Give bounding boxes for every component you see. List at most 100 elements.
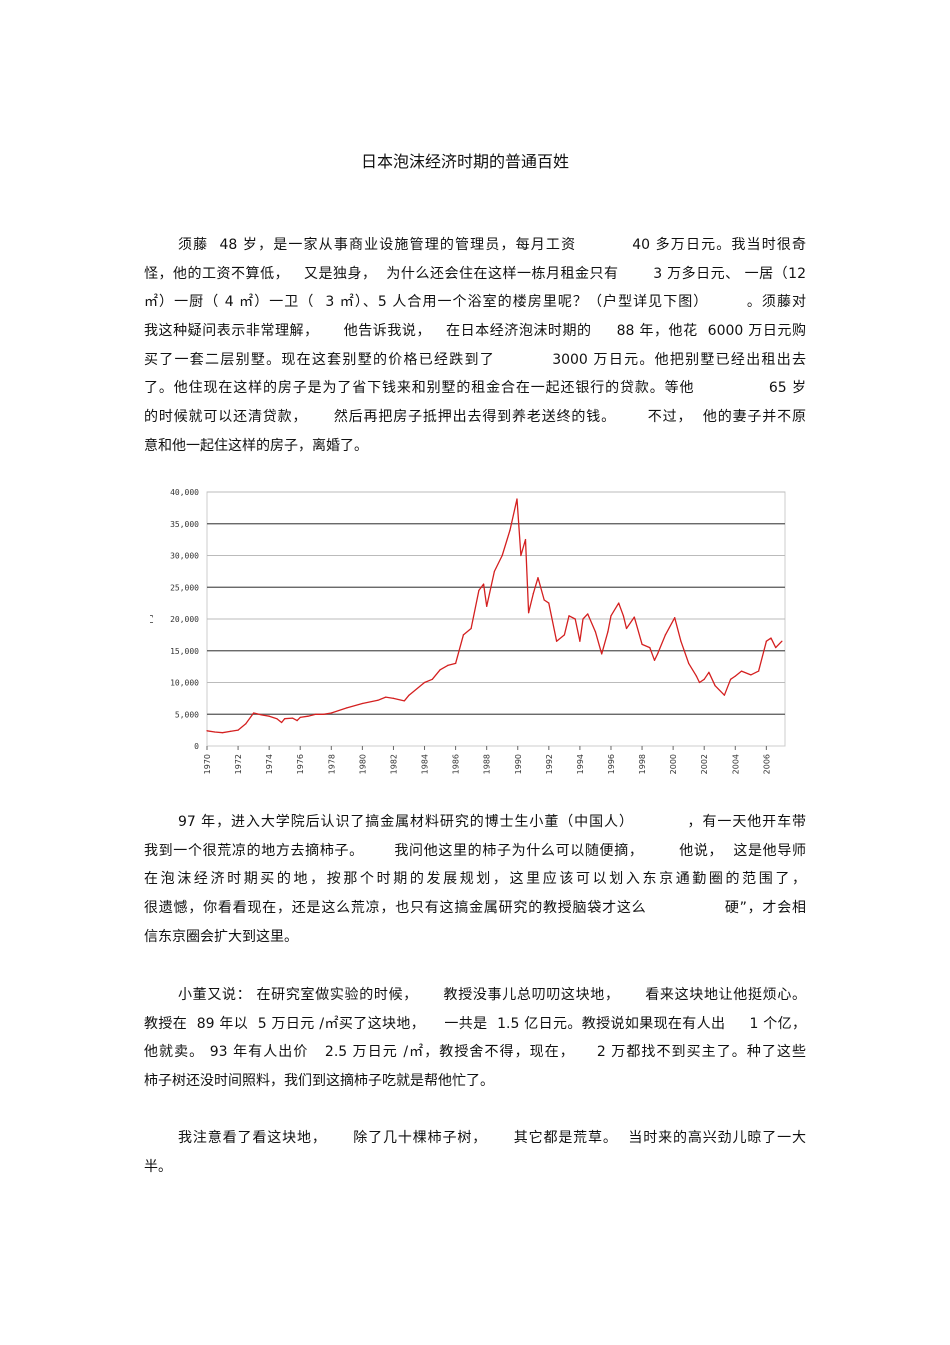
y-tick-label: 20,000 xyxy=(170,615,199,624)
data-point xyxy=(280,721,283,724)
text-line: ㎡）一厨（ 4 ㎡）一卫（ 3 ㎡）、5 人合用一个浴室的楼房里呢？（户型详见下… xyxy=(144,294,806,311)
data-point xyxy=(765,640,767,642)
x-tick-label: 1996 xyxy=(607,754,616,774)
text-line: 教授在 89 年以 5 万日元 /㎡买了这块地， 一共是 1.5 亿日元。教授说… xyxy=(144,1015,806,1032)
text-line: 小董又说： 在研究室做实验的时候， 教授没事儿总叨叨这块地， 看来这块地让他挺烦… xyxy=(178,987,806,1003)
x-tick-label: 1976 xyxy=(296,754,305,774)
data-point xyxy=(568,615,570,617)
data-point xyxy=(582,618,584,620)
data-point xyxy=(649,646,651,649)
document-title: 日本泡沫经济时期的普通百姓 xyxy=(360,152,569,171)
data-point xyxy=(695,675,698,677)
paragraph-2: 97 年，进入大学院后认识了搞金属材料研究的博士生小董（中国人） ，有一天他开车… xyxy=(144,812,806,955)
x-tick-label: 1988 xyxy=(483,754,492,774)
data-point xyxy=(245,723,247,725)
data-point xyxy=(656,653,659,655)
data-point xyxy=(501,554,503,557)
data-point xyxy=(543,599,545,601)
data-point xyxy=(607,631,609,633)
text-line: 半。 xyxy=(144,1158,172,1175)
x-tick-label: 2004 xyxy=(731,754,740,774)
text-line: 意和他一起住这样的房子，离婚了。 xyxy=(144,437,368,454)
data-point xyxy=(601,653,603,655)
data-point xyxy=(439,669,441,671)
data-point xyxy=(664,634,666,636)
data-point xyxy=(574,618,576,620)
data-point xyxy=(431,678,433,680)
text-line: 我这种疑问表示非常理解， 他告诉我说， 在日本经济泡沫时期的 88 年，他花 6… xyxy=(144,323,806,340)
text-line: 他就卖。 93 年有人出价 2.5 万日元 /㎡，教授舍不得，现在， 2 万都找… xyxy=(144,1044,806,1061)
x-tick-label: 1978 xyxy=(327,754,336,774)
x-tick-label: 1984 xyxy=(421,754,430,774)
nikkei-price-chart: 0 5,000 10,000 15,000 20,000 25,000 30,000 35,0… xyxy=(150,488,786,774)
data-point xyxy=(537,577,539,579)
data-point xyxy=(594,631,597,633)
y-tick-label: 25,000 xyxy=(170,583,199,592)
data-point xyxy=(268,715,270,717)
text-line: 信东京圈会扩大到这里。 xyxy=(144,928,298,945)
data-point xyxy=(455,662,457,665)
text-line: 我注意看了看这块地， 除了几十棵柿子树， 其它都是荒草。 当时来的高兴劲儿晾了一… xyxy=(178,1130,806,1146)
data-point xyxy=(482,583,485,585)
data-point xyxy=(315,713,317,715)
data-point xyxy=(633,616,635,618)
data-point xyxy=(730,678,732,680)
text-line: 柿子树还没时间照料，我们到这摘柿子吃就是帮他忙了。 xyxy=(144,1073,494,1090)
data-point xyxy=(253,712,255,714)
y-tick-label: 5,000 xyxy=(175,710,199,719)
x-tick-label: 1994 xyxy=(576,754,585,774)
data-point xyxy=(653,659,656,661)
data-point xyxy=(524,539,527,541)
text-line: 在泡沫经济时期买的地，按那个时期的发展规划，这里应该可以划入东京通勤圈的范围了， xyxy=(144,871,806,888)
data-point xyxy=(214,731,216,733)
data-point xyxy=(276,718,278,720)
data-point xyxy=(625,627,628,630)
data-point xyxy=(486,605,488,607)
data-point xyxy=(622,615,625,617)
data-point xyxy=(221,732,224,734)
x-tick-label: 2000 xyxy=(669,754,678,774)
text-line: 很遗憾，你看看现在，还是这么荒凉，也只有这搞金属研究的教授脑袋才这么 硬”，才会… xyxy=(144,900,806,917)
data-point xyxy=(688,662,690,665)
data-point xyxy=(478,589,480,592)
x-tick-label: 1974 xyxy=(265,754,274,774)
x-tick-label: 1982 xyxy=(389,754,398,774)
data-point xyxy=(385,696,387,698)
data-point xyxy=(229,730,231,732)
data-point xyxy=(740,670,743,672)
y-tick-label: 40,000 xyxy=(170,488,199,497)
data-point xyxy=(260,714,262,716)
data-point xyxy=(579,640,581,642)
x-tick-label: 1980 xyxy=(358,754,367,774)
data-point xyxy=(509,529,511,531)
data-point xyxy=(447,664,449,666)
data-point xyxy=(708,671,710,673)
data-point xyxy=(680,640,682,642)
y-tick-label: 15,000 xyxy=(170,647,199,656)
data-point xyxy=(296,720,298,722)
data-point xyxy=(291,717,294,719)
y-tick-label: 35,000 xyxy=(170,520,199,529)
data-point xyxy=(734,675,736,677)
x-tick-label: 2006 xyxy=(762,754,771,774)
x-tick-label: 1992 xyxy=(545,754,554,774)
data-point xyxy=(346,707,348,709)
data-point xyxy=(361,702,363,705)
data-point xyxy=(520,554,522,557)
data-point xyxy=(703,678,705,680)
data-point xyxy=(516,498,518,500)
data-point xyxy=(781,640,783,642)
data-point xyxy=(392,697,395,699)
text-line: 怪，他的工资不算低， 又是独身， 为什么还会住在这样一栋月租金只有 3 万多日元… xyxy=(144,265,806,282)
data-point xyxy=(462,634,464,636)
text-line: 97 年，进入大学院后认识了搞金属材料研究的博士生小董（中国人） ，有一天他开车… xyxy=(178,814,806,830)
data-point xyxy=(555,640,558,642)
data-point xyxy=(750,674,752,676)
data-point xyxy=(618,602,620,604)
data-point xyxy=(563,634,565,636)
x-tick-label: 1990 xyxy=(514,754,523,774)
data-point xyxy=(408,694,410,696)
data-point xyxy=(206,730,208,732)
data-point xyxy=(528,612,530,614)
paragraph-4: 我注意看了看这块地， 除了几十棵柿子树， 其它都是荒草。 当时来的高兴劲儿晾了一… xyxy=(144,1128,806,1185)
